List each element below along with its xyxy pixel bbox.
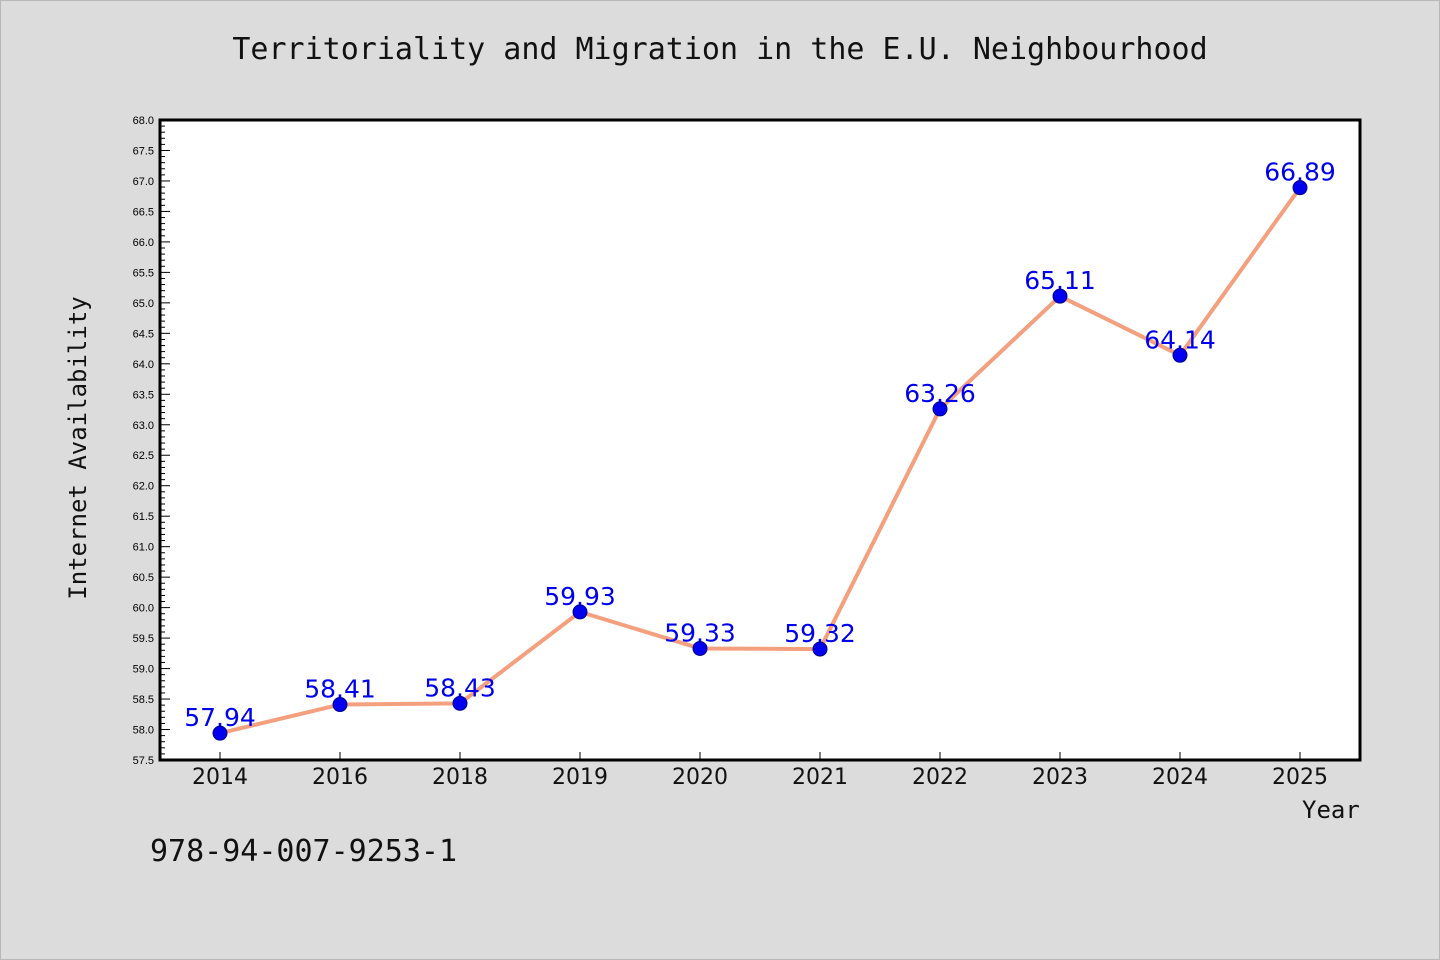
x-tick-label: 2024 xyxy=(1152,765,1208,790)
plot-border xyxy=(158,118,1362,762)
x-tick-label: 2016 xyxy=(312,765,368,790)
y-tick-label: 66.0 xyxy=(133,237,154,249)
y-tick-label: 66.5 xyxy=(133,206,154,218)
y-tick-label: 64.0 xyxy=(133,359,154,371)
data-point xyxy=(212,725,228,741)
data-label: 59.32 xyxy=(784,619,856,648)
data-label: 59.93 xyxy=(544,582,616,611)
y-tick-label: 57.5 xyxy=(133,755,154,767)
y-tick-label: 59.5 xyxy=(133,633,154,645)
data-label: 63.26 xyxy=(904,379,976,408)
x-tick-label: 2019 xyxy=(552,765,608,790)
y-tick-label: 65.0 xyxy=(133,298,154,310)
x-tick-label: 2023 xyxy=(1032,765,1088,790)
plot-area xyxy=(160,120,1360,760)
y-tick-label: 68.0 xyxy=(133,115,154,127)
y-tick-label: 62.0 xyxy=(133,481,154,493)
data-point xyxy=(452,695,468,711)
y-tick-label: 65.5 xyxy=(133,267,154,279)
data-labels-group: 57.94 58.41 58.43 59.93 59.33 59.32 63.26 65.11… xyxy=(184,158,1336,733)
data-label: 59.33 xyxy=(664,618,736,647)
y-tick-label: 63.5 xyxy=(133,389,154,401)
data-point xyxy=(692,640,708,656)
data-point xyxy=(572,604,588,620)
y-tick-label: 60.0 xyxy=(133,603,154,615)
x-tick-label: 2020 xyxy=(672,765,728,790)
isbn-annotation: 978-94-007-9253-1 xyxy=(150,834,458,869)
x-axis-ticks: 2014 2016 2018 2019 2020 2021 2022 2023 2024 2025 xyxy=(192,752,1328,790)
y-tick-label: 62.5 xyxy=(133,450,154,462)
x-tick-label: 2022 xyxy=(912,765,968,790)
x-tick-label: 2014 xyxy=(192,765,248,790)
data-label: 58.41 xyxy=(304,675,376,704)
y-axis-ticks: 57.5 58.0 58.5 59.0 59.5 60.0 60.5 61.0 61.5 62.0… xyxy=(133,115,170,767)
y-tick-label: 59.0 xyxy=(133,664,154,676)
data-label: 58.43 xyxy=(424,673,496,702)
y-tick-label: 64.5 xyxy=(133,328,154,340)
series-group xyxy=(212,180,1308,741)
data-point xyxy=(1292,180,1308,196)
y-tick-label: 61.5 xyxy=(133,511,154,523)
y-tick-label: 63.0 xyxy=(133,420,154,432)
x-axis-label: Year xyxy=(1302,796,1360,824)
chart-title: Territoriality and Migration in the E.U.… xyxy=(232,32,1208,67)
data-point xyxy=(812,641,828,657)
y-tick-label: 67.5 xyxy=(133,145,154,157)
data-point xyxy=(1052,288,1068,304)
data-point xyxy=(332,697,348,713)
data-label: 65.11 xyxy=(1024,266,1096,295)
y-tick-label: 58.5 xyxy=(133,694,154,706)
x-tick-label: 2018 xyxy=(432,765,488,790)
data-point xyxy=(932,401,948,417)
series-line xyxy=(219,186,1302,736)
x-tick-label: 2021 xyxy=(792,765,848,790)
y-tick-label: 67.0 xyxy=(133,176,154,188)
data-label: 64.14 xyxy=(1144,325,1216,354)
y-tick-label: 60.5 xyxy=(133,572,154,584)
y-tick-label: 58.0 xyxy=(133,725,154,737)
y-tick-label: 61.0 xyxy=(133,542,154,554)
x-tick-label: 2025 xyxy=(1272,765,1328,790)
data-label: 57.94 xyxy=(184,703,256,732)
data-point xyxy=(1172,347,1188,363)
data-label: 66.89 xyxy=(1264,158,1336,187)
